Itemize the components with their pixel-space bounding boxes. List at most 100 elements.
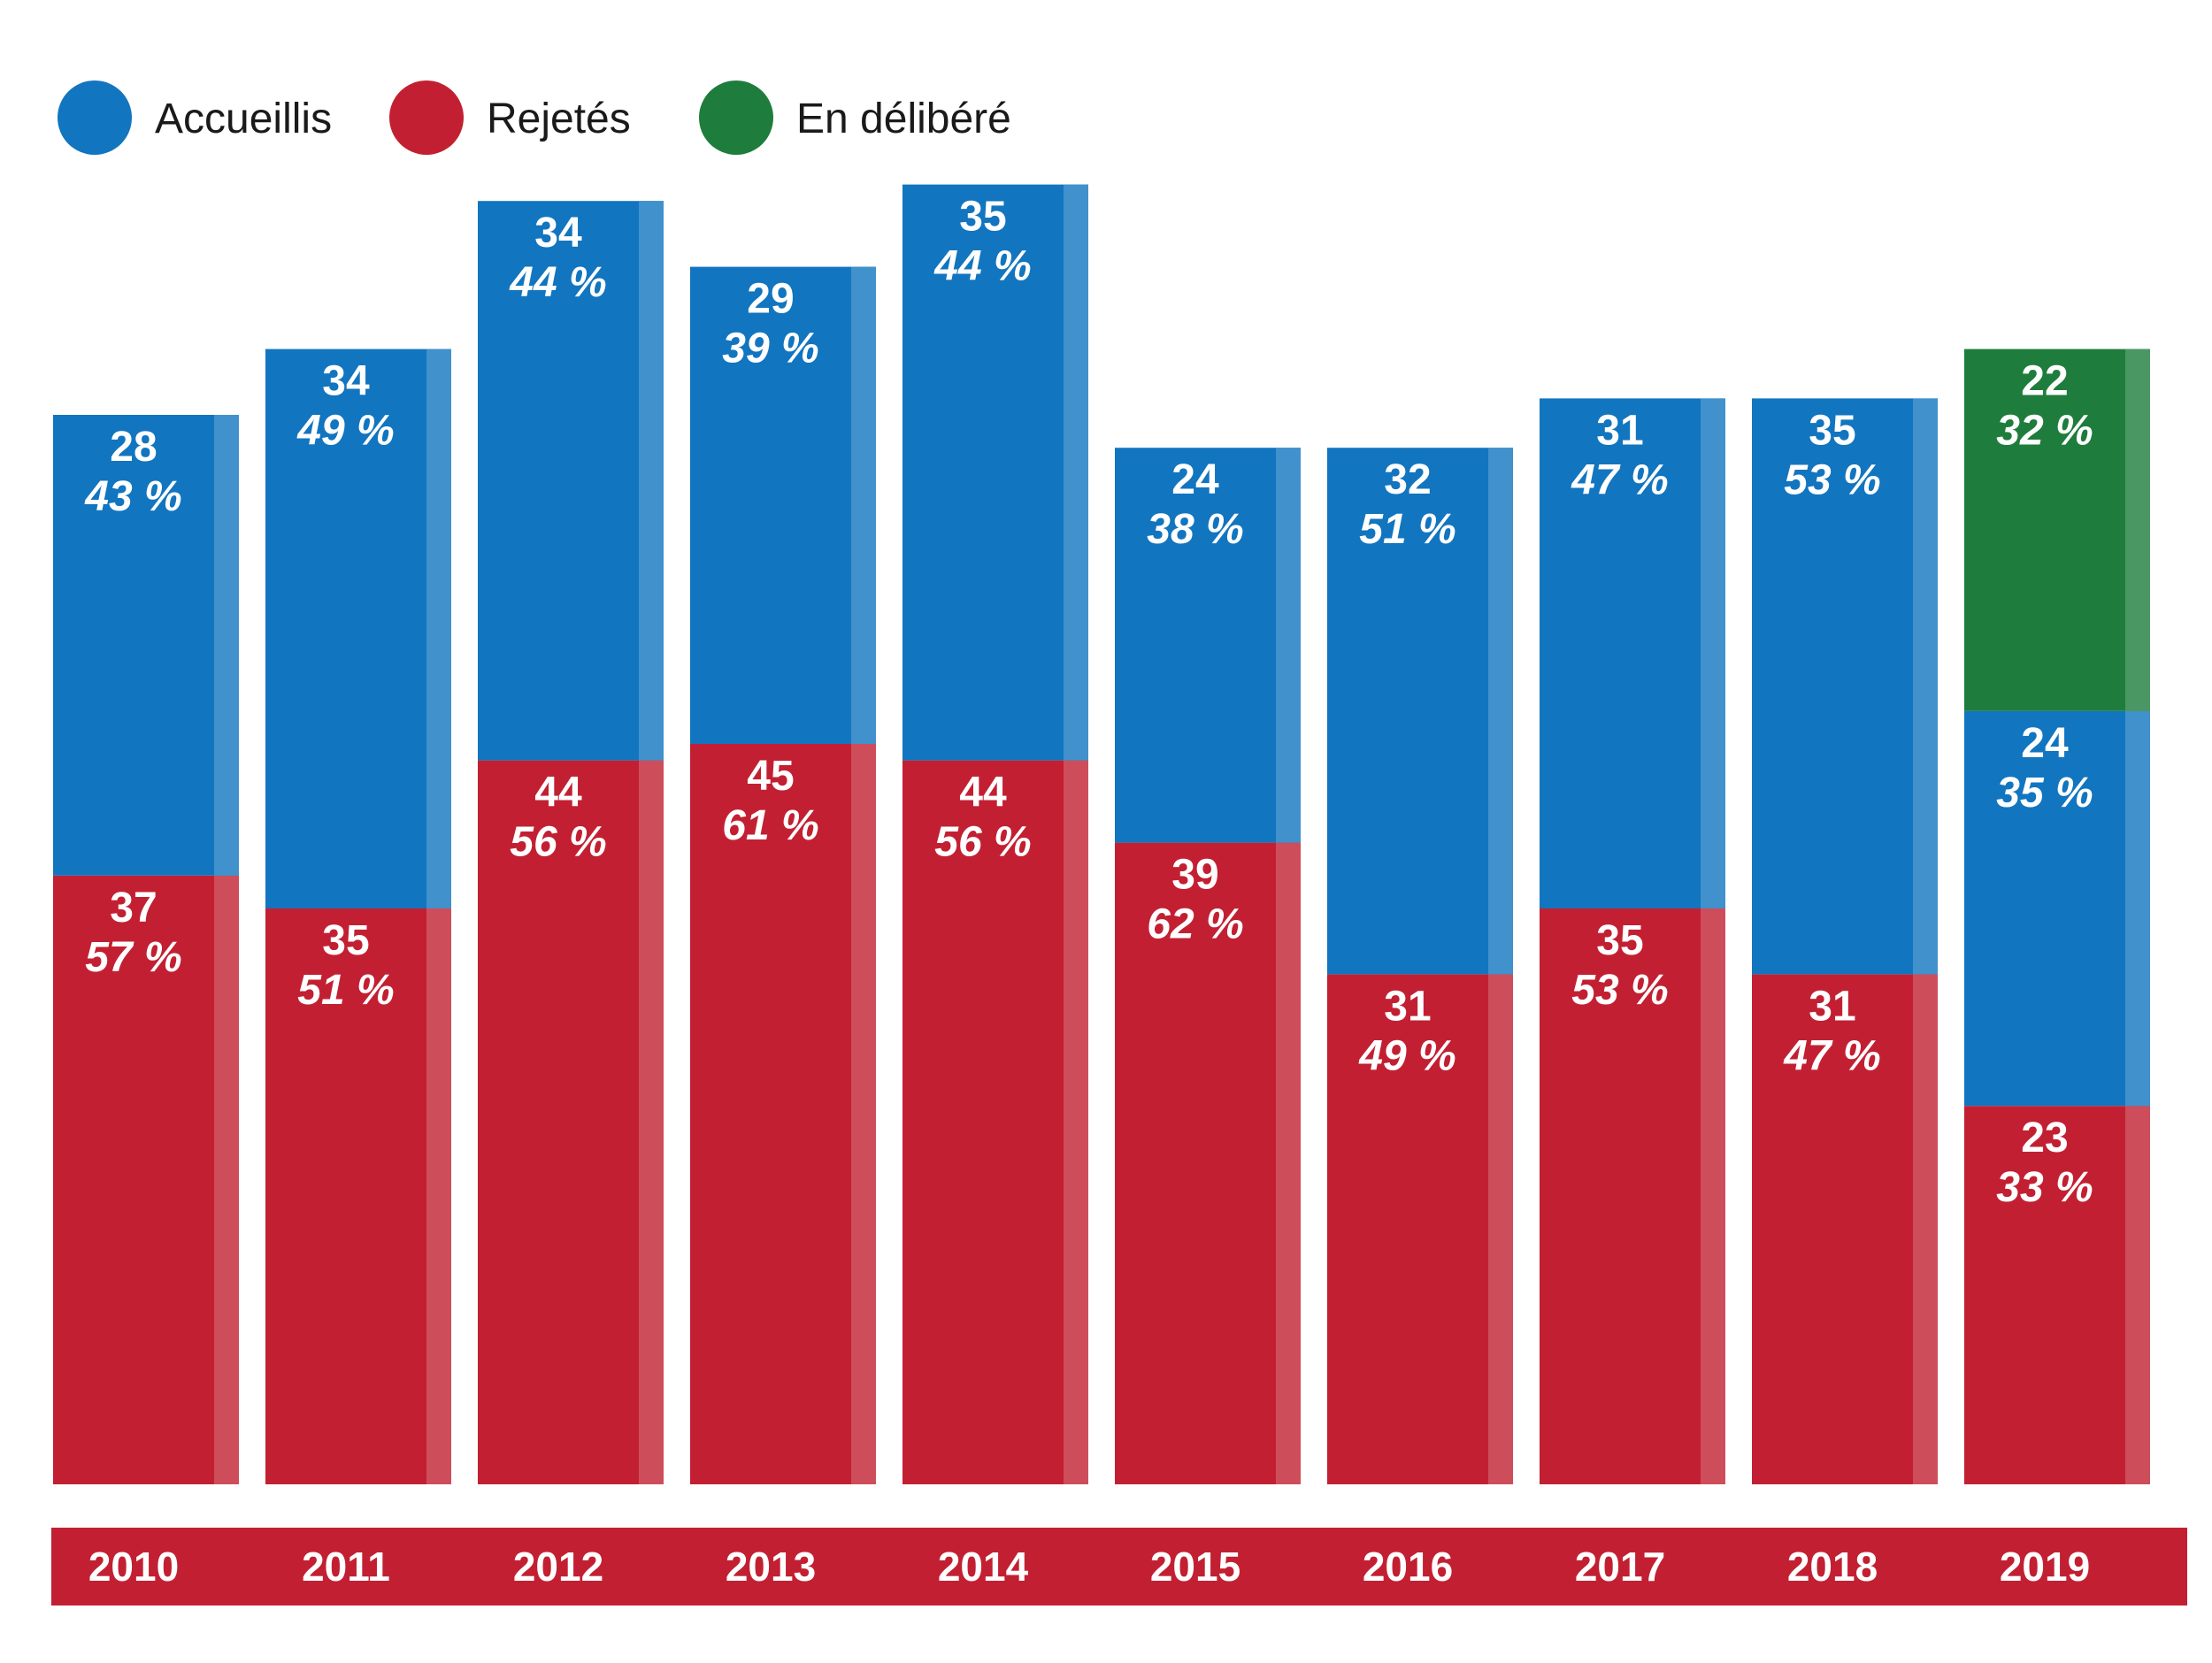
- percent-label-2019-series-0: 33 %: [1996, 1164, 2093, 1211]
- year-label-2013: 2013: [726, 1544, 816, 1590]
- bar-highlight-2013-series-0: [851, 744, 876, 1484]
- bar-2011-series-1: [265, 349, 451, 909]
- value-label-2017-series-1: 31: [1596, 407, 1643, 454]
- legend-swatch-1: [389, 80, 464, 155]
- bar-highlight-2012-series-0: [639, 760, 664, 1484]
- value-label-2010-series-1: 28: [110, 424, 157, 471]
- percent-label-2011-series-1: 49 %: [296, 408, 394, 455]
- percent-label-2018-series-1: 53 %: [1784, 456, 1880, 503]
- category-band: [51, 1528, 2187, 1606]
- year-label-2017: 2017: [1575, 1544, 1665, 1590]
- legend: Accueillis Rejetés En délibéré: [58, 80, 1011, 155]
- value-label-2012-series-1: 34: [534, 210, 582, 257]
- legend-swatch-2: [699, 80, 773, 155]
- bar-2013-series-0: [690, 744, 876, 1484]
- percent-label-2014-series-0: 56 %: [934, 819, 1031, 866]
- bar-2019-series-1: [1964, 710, 2150, 1107]
- bar-2011-series-0: [265, 908, 451, 1484]
- bar-highlight-2016-series-0: [1488, 974, 1513, 1484]
- bar-highlight-2015-series-0: [1276, 842, 1301, 1484]
- bar-2019-series-0: [1964, 1106, 2150, 1484]
- bar-2010-series-0: [53, 875, 239, 1484]
- bar-2015-series-1: [1115, 448, 1301, 843]
- bar-2019-series-2: [1964, 349, 2150, 711]
- value-label-2012-series-0: 44: [534, 770, 582, 816]
- bar-highlight-2019-series-0: [2125, 1106, 2150, 1484]
- value-label-2015-series-0: 39: [1171, 852, 1218, 899]
- bar-highlight-2014-series-1: [1064, 184, 1088, 761]
- bar-highlight-2016-series-1: [1488, 448, 1513, 975]
- legend-swatch-0: [58, 80, 132, 155]
- value-label-2014-series-1: 35: [959, 194, 1006, 241]
- bar-highlight-2018-series-0: [1913, 974, 1938, 1484]
- bar-2016-series-1: [1327, 448, 1513, 975]
- bar-2010-series-1: [53, 415, 239, 876]
- percent-label-2010-series-1: 43 %: [84, 473, 181, 520]
- value-label-2018-series-0: 31: [1809, 983, 1855, 1030]
- percent-label-2013-series-0: 61 %: [722, 802, 818, 849]
- percent-label-2015-series-1: 38 %: [1147, 506, 1243, 553]
- bar-highlight-2018-series-1: [1913, 398, 1938, 975]
- value-label-2014-series-0: 44: [959, 770, 1007, 816]
- percent-label-2014-series-1: 44 %: [933, 243, 1031, 290]
- bar-2017-series-0: [1540, 908, 1725, 1484]
- bar-highlight-2010-series-1: [214, 415, 239, 876]
- percent-label-2016-series-0: 49 %: [1358, 1032, 1455, 1079]
- value-label-2016-series-1: 32: [1384, 456, 1431, 503]
- year-label-2019: 2019: [2000, 1544, 2090, 1590]
- value-label-2011-series-1: 34: [322, 358, 370, 405]
- percent-label-2011-series-0: 51 %: [297, 967, 394, 1014]
- bar-highlight-2017-series-0: [1701, 908, 1725, 1484]
- value-label-2019-series-2: 22: [2021, 358, 2068, 405]
- year-label-2014: 2014: [938, 1544, 1029, 1590]
- percent-label-2019-series-2: 32 %: [1996, 408, 2093, 455]
- year-label-2016: 2016: [1363, 1544, 1453, 1590]
- category-labels: 2010 2011 2012 2013 2014 2015 2016 2017 2018 2019: [88, 1544, 2090, 1590]
- bar-2016-series-0: [1327, 974, 1513, 1484]
- bar-highlight-2011-series-1: [426, 349, 451, 909]
- bar-2017-series-1: [1540, 398, 1725, 908]
- legend-label-0: Accueillis: [155, 96, 332, 142]
- bar-2015-series-0: [1115, 842, 1301, 1484]
- percent-label-2017-series-1: 47 %: [1571, 456, 1668, 503]
- bar-highlight-2019-series-1: [2125, 710, 2150, 1107]
- legend-label-1: Rejetés: [487, 96, 631, 142]
- bar-2012-series-0: [478, 760, 664, 1484]
- percent-label-2018-series-0: 47 %: [1783, 1032, 1880, 1079]
- bar-2014-series-0: [902, 760, 1088, 1484]
- percent-label-2010-series-0: 57 %: [85, 934, 181, 981]
- year-label-2010: 2010: [88, 1544, 179, 1590]
- bar-highlight-2019-series-2: [2125, 349, 2150, 711]
- value-label-2013-series-0: 45: [747, 753, 794, 800]
- bar-highlight-2015-series-1: [1276, 448, 1301, 843]
- percent-label-2016-series-1: 51 %: [1359, 506, 1455, 553]
- year-label-2015: 2015: [1150, 1544, 1240, 1590]
- bar-2014-series-1: [902, 184, 1088, 761]
- value-label-2019-series-0: 23: [2021, 1115, 2068, 1161]
- percent-label-2013-series-1: 39 %: [722, 326, 818, 372]
- percent-label-2017-series-0: 53 %: [1571, 967, 1668, 1014]
- value-label-2015-series-1: 24: [1171, 456, 1219, 503]
- bar-highlight-2017-series-1: [1701, 398, 1725, 908]
- bar-highlight-2010-series-0: [214, 875, 239, 1484]
- bar-2018-series-1: [1752, 398, 1938, 975]
- value-label-2013-series-1: 29: [747, 276, 794, 323]
- value-label-2018-series-1: 35: [1809, 407, 1855, 454]
- percent-label-2019-series-1: 35 %: [1996, 770, 2093, 816]
- bar-2013-series-1: [690, 266, 876, 745]
- bar-highlight-2013-series-1: [851, 266, 876, 745]
- value-label-2017-series-0: 35: [1596, 917, 1643, 964]
- value-label-2016-series-0: 31: [1384, 983, 1431, 1030]
- year-label-2011: 2011: [302, 1544, 390, 1590]
- bar-highlight-2011-series-0: [426, 908, 451, 1484]
- percent-label-2015-series-0: 62 %: [1147, 901, 1243, 948]
- percent-label-2012-series-1: 44 %: [509, 259, 606, 306]
- year-label-2012: 2012: [513, 1544, 603, 1590]
- bar-highlight-2014-series-0: [1064, 760, 1088, 1484]
- bar-2012-series-1: [478, 201, 664, 761]
- value-label-2011-series-0: 35: [322, 917, 369, 964]
- value-label-2019-series-1: 24: [2021, 720, 2069, 767]
- value-label-2010-series-0: 37: [110, 885, 157, 931]
